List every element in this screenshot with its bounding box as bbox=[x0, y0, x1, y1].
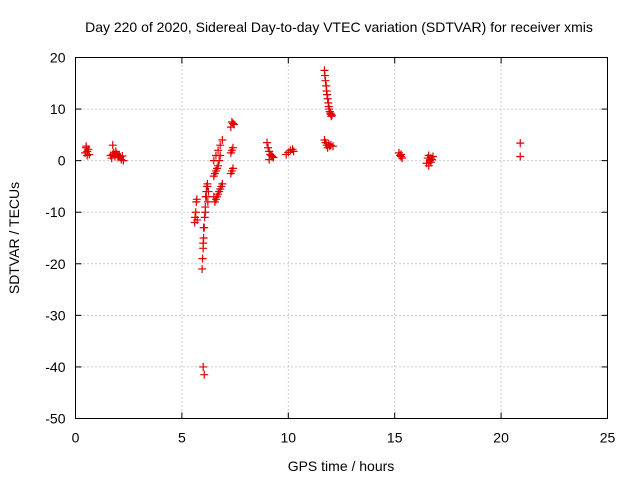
data-point bbox=[199, 362, 208, 371]
data-point bbox=[398, 154, 407, 163]
data-point bbox=[192, 195, 201, 204]
data-point bbox=[198, 254, 207, 263]
data-point bbox=[424, 161, 433, 170]
x-axis-label: GPS time / hours bbox=[288, 458, 395, 474]
x-tick-label: 15 bbox=[387, 430, 403, 446]
data-point bbox=[263, 138, 272, 147]
data-point bbox=[321, 76, 330, 85]
x-tick-label: 20 bbox=[493, 430, 509, 446]
data-point bbox=[516, 152, 525, 161]
data-point bbox=[288, 145, 297, 154]
x-tick-label: 5 bbox=[178, 430, 186, 446]
data-point bbox=[203, 182, 212, 191]
data-point bbox=[323, 90, 332, 99]
data-point bbox=[265, 155, 274, 164]
data-point bbox=[516, 139, 525, 148]
data-point bbox=[201, 208, 210, 217]
y-tick-label: 20 bbox=[50, 50, 66, 66]
x-tick-label: 0 bbox=[72, 430, 80, 446]
data-point bbox=[198, 264, 207, 273]
data-point bbox=[83, 151, 92, 160]
data-point bbox=[216, 141, 225, 150]
data-point bbox=[209, 192, 218, 201]
y-tick-label: -20 bbox=[45, 256, 65, 272]
data-point bbox=[327, 112, 336, 121]
data-point bbox=[218, 179, 227, 188]
data-point bbox=[214, 161, 223, 170]
data-point bbox=[218, 136, 227, 145]
data-point bbox=[209, 156, 218, 165]
data-point bbox=[214, 146, 223, 155]
data-point bbox=[108, 141, 117, 150]
data-point bbox=[199, 239, 208, 248]
data-point bbox=[397, 150, 406, 159]
data-point bbox=[211, 151, 220, 160]
data-point bbox=[269, 153, 278, 162]
data-point bbox=[228, 164, 237, 173]
data-point bbox=[82, 142, 91, 151]
data-point bbox=[327, 111, 336, 120]
data-point bbox=[204, 187, 213, 196]
data-point bbox=[111, 148, 120, 157]
data-point bbox=[328, 142, 337, 151]
gridlines bbox=[75, 57, 608, 419]
plot-frame bbox=[75, 57, 608, 419]
axis-ticks: 0 5 10 15 20 25 -50 -40 -30 -20 -10 0 10 20 bbox=[45, 50, 615, 446]
y-tick-label: -30 bbox=[45, 307, 65, 323]
data-point bbox=[202, 192, 211, 201]
data-point bbox=[228, 119, 237, 128]
data-point bbox=[264, 143, 273, 152]
x-tick-label: 25 bbox=[600, 430, 616, 446]
data-point bbox=[193, 215, 202, 224]
x-tick-label: 10 bbox=[281, 430, 297, 446]
data-point bbox=[203, 197, 212, 206]
data-point bbox=[228, 143, 237, 152]
data-point bbox=[282, 150, 291, 159]
data-point bbox=[200, 370, 209, 379]
data-points bbox=[81, 66, 525, 379]
data-point bbox=[230, 120, 239, 129]
data-point bbox=[200, 213, 209, 222]
data-point bbox=[267, 151, 276, 160]
data-point bbox=[118, 152, 127, 161]
y-tick-label: -40 bbox=[45, 359, 65, 375]
y-tick-label: 10 bbox=[50, 101, 66, 117]
y-axis-label: SDTVAR / TECUs bbox=[6, 182, 22, 294]
y-tick-label: -10 bbox=[45, 204, 65, 220]
y-tick-label: -50 bbox=[45, 411, 65, 427]
data-point bbox=[289, 147, 298, 156]
y-tick-label: 0 bbox=[58, 153, 66, 169]
data-point bbox=[199, 223, 208, 232]
data-point bbox=[320, 71, 329, 80]
chart-title: Day 220 of 2020, Sidereal Day-to-day VTE… bbox=[85, 19, 593, 35]
data-point bbox=[426, 154, 435, 163]
data-point bbox=[119, 156, 128, 165]
data-point bbox=[191, 208, 200, 217]
data-point bbox=[323, 94, 332, 103]
